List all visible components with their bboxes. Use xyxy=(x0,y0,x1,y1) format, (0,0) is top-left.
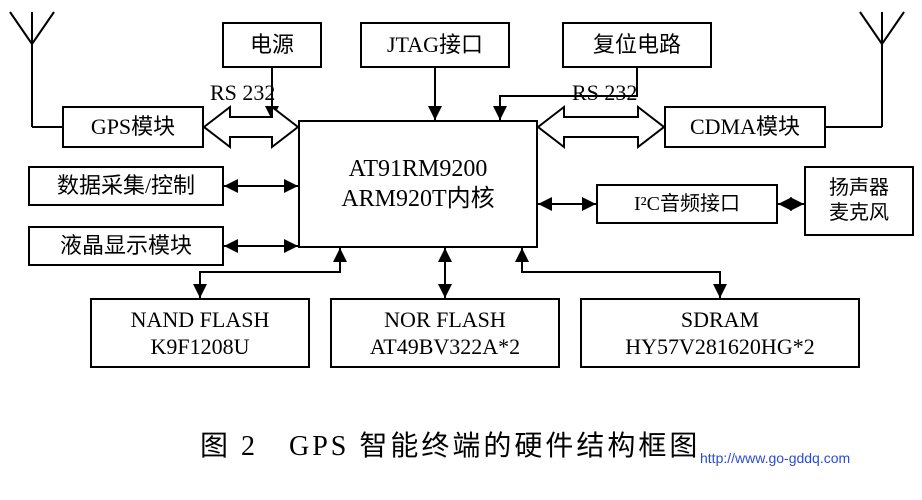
node-daq-text: 数据采集/控制 xyxy=(57,172,195,200)
node-sdram-line2: HY57V281620HG*2 xyxy=(625,333,814,361)
node-spk-line2: 麦克风 xyxy=(829,201,889,226)
node-sdram: SDRAM HY57V281620HG*2 xyxy=(580,298,860,368)
node-i2c-text: I²C音频接口 xyxy=(634,192,740,217)
node-nor-line1: NOR FLASH xyxy=(384,306,506,334)
node-power-text: 电源 xyxy=(250,31,294,59)
node-reset-text: 复位电路 xyxy=(593,31,681,59)
node-nor-flash: NOR FLASH AT49BV322A*2 xyxy=(330,298,560,368)
node-daq: 数据采集/控制 xyxy=(28,166,224,206)
node-gps: GPS模块 xyxy=(62,106,204,148)
node-reset: 复位电路 xyxy=(562,22,712,68)
node-nor-line2: AT49BV322A*2 xyxy=(370,333,520,361)
node-lcd: 液晶显示模块 xyxy=(28,226,224,266)
node-gps-text: GPS模块 xyxy=(91,113,175,141)
node-cpu-line1: AT91RM9200 xyxy=(349,154,488,184)
node-lcd-text: 液晶显示模块 xyxy=(60,232,192,260)
diagram-stage: AT91RM9200 ARM920T内核 电源 JTAG接口 复位电路 GPS模… xyxy=(0,0,922,500)
node-cdma: CDMA模块 xyxy=(664,106,826,148)
label-rs232-right: RS 232 xyxy=(572,80,637,106)
watermark-url: http://www.go-gddq.com xyxy=(700,450,850,466)
node-speaker-mic: 扬声器 麦克风 xyxy=(804,166,914,236)
node-cpu: AT91RM9200 ARM920T内核 xyxy=(298,120,538,248)
node-spk-line1: 扬声器 xyxy=(829,176,889,201)
node-cdma-text: CDMA模块 xyxy=(690,113,800,141)
node-jtag: JTAG接口 xyxy=(360,22,510,68)
figure-caption: 图 2 GPS 智能终端的硬件结构框图 xyxy=(200,424,700,464)
node-nand-flash: NAND FLASH K9F1208U xyxy=(90,298,310,368)
node-nand-line1: NAND FLASH xyxy=(131,306,270,334)
node-cpu-line2: ARM920T内核 xyxy=(341,184,494,214)
node-nand-line2: K9F1208U xyxy=(150,333,249,361)
node-sdram-line1: SDRAM xyxy=(681,306,759,334)
label-rs232-left: RS 232 xyxy=(210,80,275,106)
node-power: 电源 xyxy=(222,22,322,68)
node-i2c-audio: I²C音频接口 xyxy=(596,184,778,224)
node-jtag-text: JTAG接口 xyxy=(387,31,483,59)
